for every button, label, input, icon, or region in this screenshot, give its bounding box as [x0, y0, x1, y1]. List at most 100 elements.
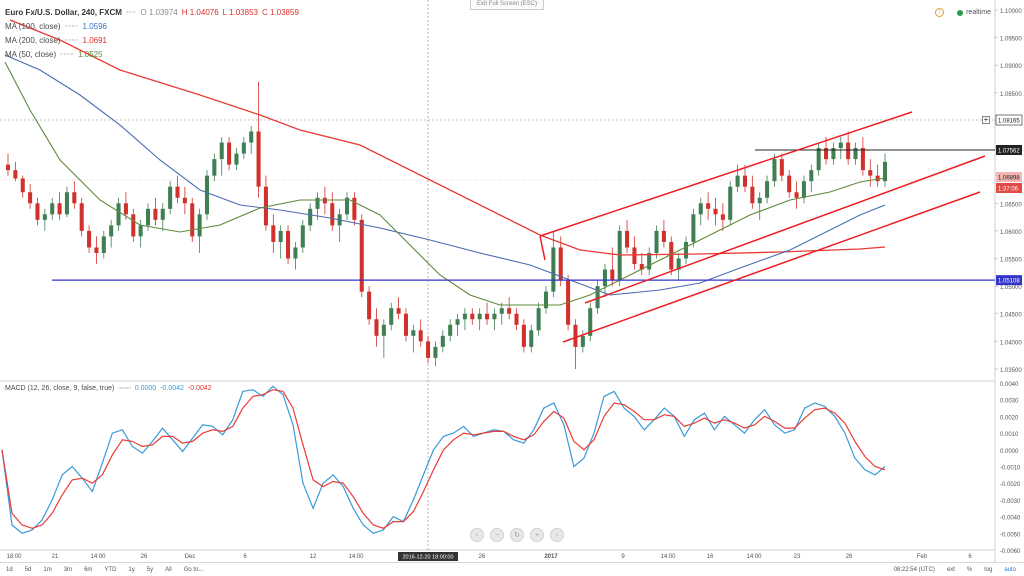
range-5d[interactable]: 5d — [24, 566, 32, 573]
chart-legend: Euro Fx/U.S. Dollar, 240, FXCM ▫▫▫ O 1.0… — [5, 6, 299, 62]
candle-body — [359, 219, 364, 292]
candle-body — [543, 291, 549, 309]
candle-body — [175, 186, 180, 198]
candle-body — [79, 203, 84, 231]
log-toggle[interactable]: log — [984, 566, 993, 573]
candle-body — [190, 203, 195, 237]
candle-body — [300, 225, 305, 248]
price-tick-label: 1.05000 — [1000, 285, 1022, 291]
add-price-line-button[interactable]: + — [982, 115, 990, 124]
time-tick-label: 21 — [52, 554, 59, 560]
exit-fullscreen-button[interactable]: Exit Full Screen (ESC) — [470, 0, 544, 10]
macd-line — [1, 385, 886, 534]
ohlc-high: H 1.04076 — [181, 8, 219, 17]
indicator-ma100[interactable]: MA (100, close) ▫▫▫▫ 1.0596 — [5, 20, 299, 34]
candle-body — [227, 142, 232, 165]
range-5y[interactable]: 5y — [146, 566, 154, 573]
price-tick-label: 1.08500 — [1000, 92, 1022, 98]
indicator-ma200[interactable]: MA (200, close) ▫▫▫▫ 1.0691 — [5, 34, 299, 48]
time-tick-label: Dec — [185, 554, 196, 560]
zoom-in-icon[interactable]: + — [530, 528, 544, 542]
candle-body — [256, 131, 261, 187]
candle-body — [462, 313, 467, 320]
candle-body — [123, 203, 128, 215]
macd-tick-label: -0.0050 — [1000, 532, 1021, 538]
time-tick-label: 26 — [479, 554, 486, 560]
candle-body — [698, 203, 703, 215]
percent-toggle[interactable]: % — [966, 566, 973, 573]
zoom-out-icon[interactable]: − — [490, 528, 504, 542]
macd-tick-label: -0.0030 — [1000, 499, 1021, 505]
ext-toggle[interactable]: ext — [946, 566, 955, 573]
candle-body — [271, 225, 276, 242]
candle-body — [330, 203, 335, 226]
range-ytd[interactable]: YTD — [104, 566, 117, 573]
time-tick-label: 12 — [310, 554, 317, 560]
ma100-dots-icon[interactable]: ▫▫▫▫ — [64, 23, 79, 30]
candle-body — [536, 308, 541, 331]
macd-tick-label: 0.0040 — [1000, 382, 1019, 388]
macd-legend[interactable]: MACD (12, 26, close, 9, false, true) ▫▫▫… — [5, 385, 212, 392]
macd-dots-icon[interactable]: ▫▫▫▫▫ — [118, 385, 131, 392]
scroll-right-icon[interactable]: › — [550, 528, 564, 542]
scroll-left-icon[interactable]: ‹ — [470, 528, 484, 542]
auto-toggle[interactable]: auto — [1004, 566, 1016, 573]
candle-body — [263, 186, 268, 226]
candle-body — [241, 142, 246, 154]
candle-body — [344, 197, 350, 215]
ohlc-close: C 1.03859 — [261, 8, 299, 17]
time-tick-label: 2017 — [544, 554, 558, 560]
candle-body — [801, 181, 806, 198]
candle-body — [720, 214, 725, 220]
macd-value-3: -0.0042 — [187, 385, 212, 392]
price-tick-label: 1.04000 — [1000, 340, 1022, 346]
indicator-ma50[interactable]: MA (50, close) ▫▫▫▫ 1.0525 — [5, 48, 299, 62]
candle-body — [868, 170, 873, 176]
alert-icon[interactable]: ! — [935, 8, 945, 17]
brand-logo[interactable]: ! realtime — [935, 8, 991, 17]
candle-body — [64, 192, 69, 215]
candle-body — [374, 319, 379, 336]
price-tag-countdown-bg — [996, 183, 1022, 193]
utc-clock[interactable]: 08:22:54 (UTC) — [893, 566, 935, 573]
candle-body — [595, 286, 600, 309]
legend-settings-icon[interactable]: ▫▫▫ — [125, 9, 137, 16]
ma200-line — [9, 19, 886, 256]
candle-body — [101, 236, 106, 253]
price-tick-label: 1.06500 — [1000, 202, 1022, 208]
candle-body — [145, 208, 151, 226]
crosshair-time-label: 2016-12-20 18:00:00 — [402, 555, 453, 561]
candle-body — [831, 148, 836, 160]
range-3m[interactable]: 3m — [63, 566, 73, 573]
candle-body — [433, 346, 438, 358]
price-tag-crosshair: 1.08165 — [998, 119, 1020, 125]
candle-body — [573, 324, 578, 347]
candle-body — [580, 335, 585, 347]
candle-body — [20, 178, 25, 193]
candle-body — [846, 142, 851, 160]
candle-body — [403, 313, 408, 336]
range-1d[interactable]: 1d — [6, 566, 13, 573]
candle-body — [809, 170, 814, 182]
ma200-dots-icon[interactable]: ▫▫▫▫ — [64, 37, 79, 44]
range-1y[interactable]: 1y — [128, 566, 135, 573]
candle-body — [860, 148, 865, 171]
macd-signal-line — [1, 389, 886, 529]
ma200-value: 1.0691 — [82, 36, 107, 45]
candle-body — [521, 324, 526, 347]
reset-icon[interactable]: ↻ — [510, 528, 524, 542]
time-tick-label: 16 — [707, 554, 714, 560]
goto-button[interactable]: Go to... — [183, 566, 204, 573]
ma50-dots-icon[interactable]: ▫▫▫▫ — [60, 51, 75, 58]
candle-body — [625, 230, 630, 248]
range-all[interactable]: All — [165, 566, 172, 573]
candle-body — [824, 148, 829, 160]
range-6m[interactable]: 6m — [84, 566, 93, 573]
candle-body — [396, 308, 401, 314]
candle-body — [551, 247, 556, 292]
brand-label: realtime — [966, 9, 991, 16]
time-tick-label: 14:00 — [348, 554, 364, 560]
candle-body — [381, 324, 386, 336]
range-1m[interactable]: 1m — [43, 566, 52, 573]
